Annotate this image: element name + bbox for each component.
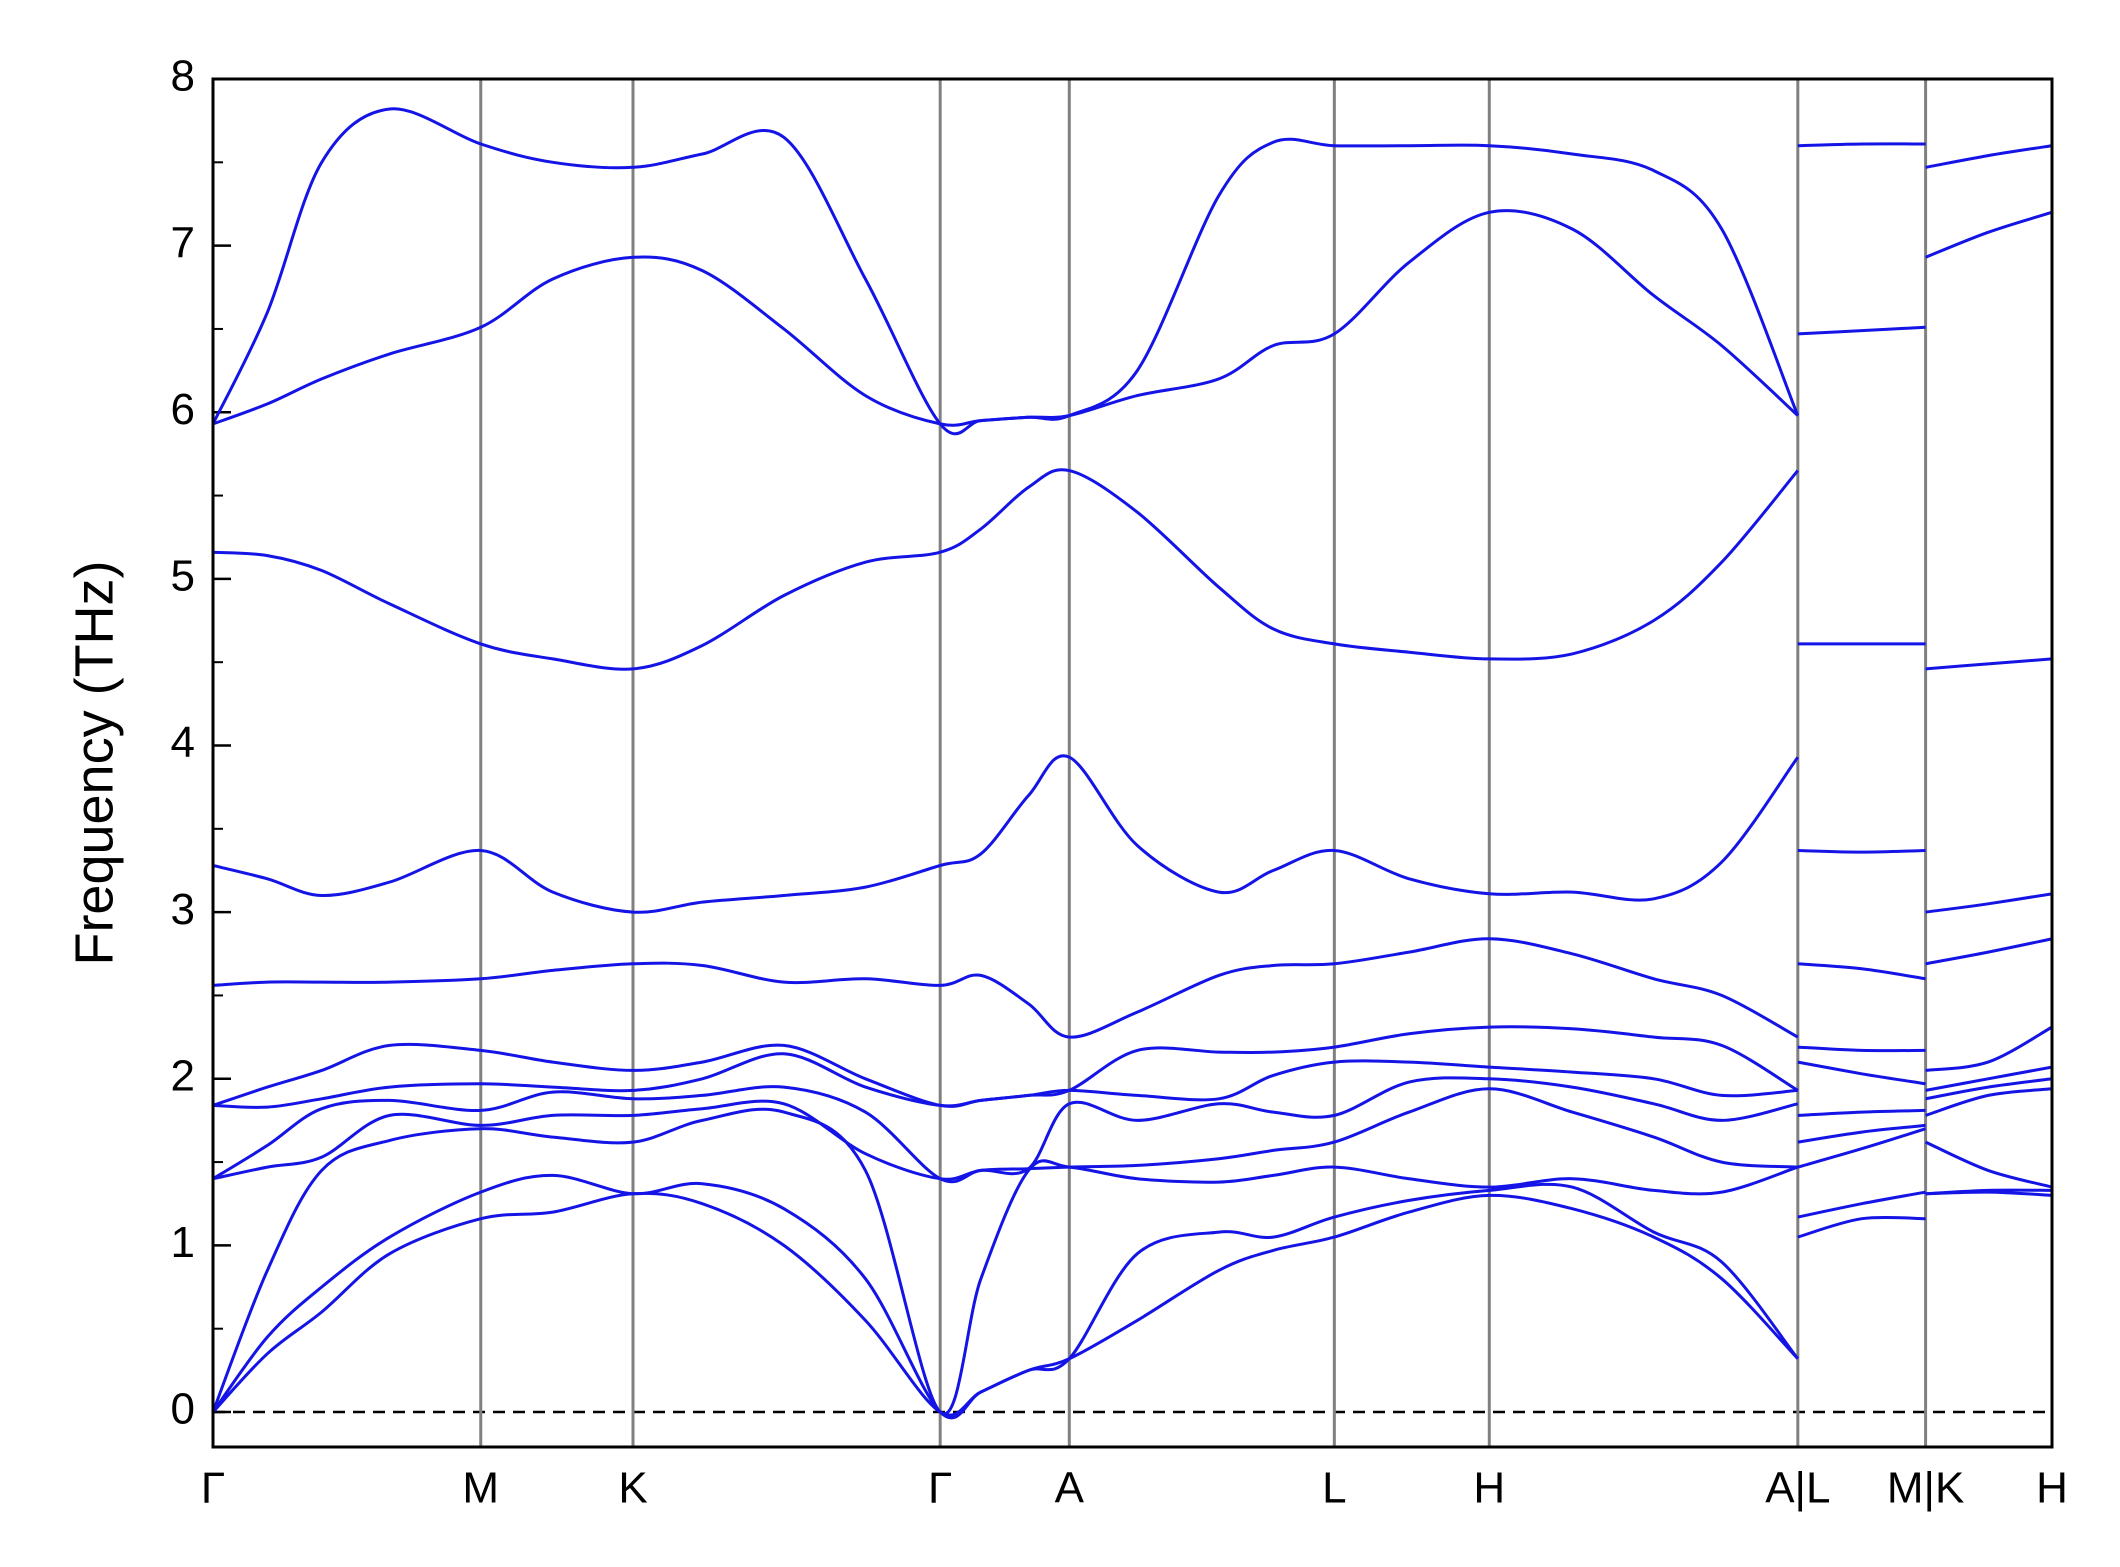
band-line (213, 209, 2052, 427)
y-tick-label: 5 (171, 552, 195, 601)
x-tick-label: M|K (1887, 1464, 1964, 1513)
band-line (213, 107, 2052, 436)
band-line (213, 1087, 2052, 1181)
plot-frame (211, 77, 2054, 1449)
x-tick-label: Γ (928, 1464, 952, 1513)
y-tick-label: 1 (171, 1218, 195, 1267)
y-tick-label: 2 (171, 1051, 195, 1100)
band-line (213, 937, 2052, 1039)
x-tick-label: Γ (201, 1464, 225, 1513)
x-tick-label: L (1322, 1464, 1346, 1513)
band-line (213, 1173, 2052, 1420)
x-tick-label: H (2036, 1464, 2068, 1513)
band-line (213, 1076, 2052, 1184)
band-line (213, 1025, 2052, 1108)
x-tick-label: K (618, 1464, 647, 1513)
y-axis-label: Frequency (THz) (64, 560, 124, 965)
bands (213, 107, 2052, 1420)
x-tick-label: H (1473, 1464, 1505, 1513)
band-line (213, 1190, 2052, 1417)
y-tick-label: 3 (171, 885, 195, 934)
x-tick-label: A|L (1765, 1464, 1830, 1513)
band-line (213, 1052, 2052, 1109)
y-tick-label: 6 (171, 385, 195, 434)
band-line (213, 468, 2052, 671)
x-tick-label: M (462, 1464, 499, 1513)
y-tick-label: 0 (171, 1385, 195, 1434)
y-tick-label: 7 (171, 218, 195, 267)
band-line (213, 1107, 2052, 1416)
band-line (213, 754, 2052, 914)
y-tick-label: 8 (171, 52, 195, 101)
x-tick-label: A (1055, 1464, 1085, 1513)
y-tick-label: 4 (171, 718, 195, 767)
